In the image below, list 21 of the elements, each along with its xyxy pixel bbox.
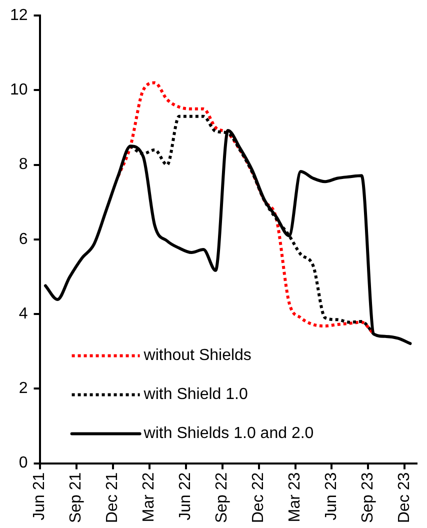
y-tick-label: 10 [10,82,28,99]
x-tick-label: Dec 22 [250,472,268,523]
x-tick-label: Jun 23 [323,472,340,520]
x-tick-label: Sep 22 [214,472,231,524]
x-tick-label: Jun 21 [31,472,48,520]
x-tick-label: Mar 22 [140,472,158,522]
x-tick-label: Dec 21 [104,472,122,523]
legend-label: with Shields 1.0 and 2.0 [142,425,314,442]
y-tick-label: 6 [18,230,28,248]
legend-label: with Shield 1.0 [142,386,248,404]
y-tick-label: 0 [18,454,28,472]
x-tick-label: Sep 21 [68,472,85,524]
x-tick-label: Sep 23 [360,472,377,524]
x-tick-label: Dec 23 [396,472,414,523]
x-tick-label: Mar 23 [286,472,304,522]
x-tick-label: Jun 22 [177,472,194,520]
y-tick-label: 4 [18,305,28,322]
y-tick-label: 8 [18,156,28,174]
legend-label: without Shields [142,347,252,364]
y-tick-label: 2 [18,380,28,398]
y-tick-label: 12 [10,7,28,24]
